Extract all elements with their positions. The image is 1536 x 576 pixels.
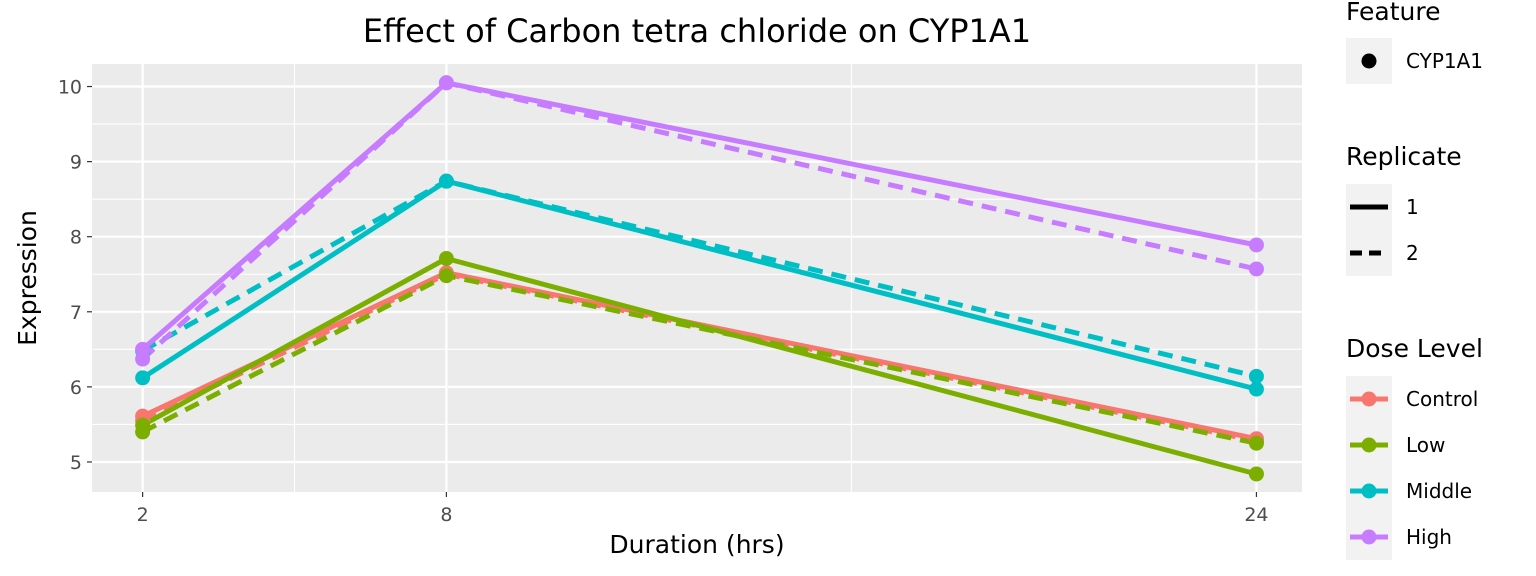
data-point-low [438, 250, 454, 266]
legend-key-point [1361, 529, 1377, 545]
y-tick-label: 7 [70, 302, 82, 324]
legend-title-feature: Feature [1346, 0, 1440, 26]
legend-label-replicate: 1 [1406, 195, 1419, 219]
data-point-high [438, 75, 454, 91]
x-tick-label: 24 [1244, 504, 1268, 526]
data-point-low [438, 268, 454, 284]
series-layer [135, 75, 1264, 482]
legend-title-replicate: Replicate [1346, 142, 1462, 171]
legend-label-dose: Control [1406, 387, 1478, 411]
legend-key-point [1361, 53, 1377, 69]
data-point-middle [135, 370, 151, 386]
legend-keys: CYP1A1 1 2 Control Low Middle High [1346, 38, 1483, 560]
legend-label-feature: CYP1A1 [1406, 49, 1483, 73]
data-point-middle [1248, 381, 1264, 397]
x-axis-title: Duration (hrs) [609, 530, 784, 559]
y-tick-label: 5 [70, 452, 82, 474]
legend-key-point [1361, 437, 1377, 453]
legend-label-replicate: 2 [1406, 241, 1419, 265]
y-tick-label: 6 [70, 377, 82, 399]
data-point-high [1248, 237, 1264, 253]
axis-ticks: 5 6 7 8 9 10 2 8 24 [58, 77, 1269, 526]
legend-label-dose: High [1406, 525, 1452, 549]
chart-title: Effect of Carbon tetra chloride on CYP1A… [363, 12, 1031, 50]
legend: Feature Replicate Dose Level CYP1A1 1 2 Con… [1346, 0, 1483, 560]
legend-key-point [1361, 483, 1377, 499]
legend-title-dose: Dose Level [1346, 334, 1483, 363]
legend-key-point [1361, 391, 1377, 407]
y-tick-label: 10 [58, 77, 82, 99]
legend-label-dose: Middle [1406, 479, 1472, 503]
data-point-low [1248, 466, 1264, 482]
y-tick-label: 8 [70, 227, 82, 249]
minor-gridlines [92, 64, 1302, 492]
legend-label-dose: Low [1406, 433, 1445, 457]
data-point-middle [1248, 368, 1264, 384]
data-point-high [1248, 261, 1264, 277]
data-point-high [135, 351, 151, 367]
data-point-low [1248, 435, 1264, 451]
y-tick-label: 9 [70, 152, 82, 174]
data-point-low [135, 424, 151, 440]
data-point-middle [438, 173, 454, 189]
y-axis-title: Expression [13, 210, 42, 346]
x-tick-label: 2 [137, 504, 149, 526]
x-tick-label: 8 [440, 504, 452, 526]
